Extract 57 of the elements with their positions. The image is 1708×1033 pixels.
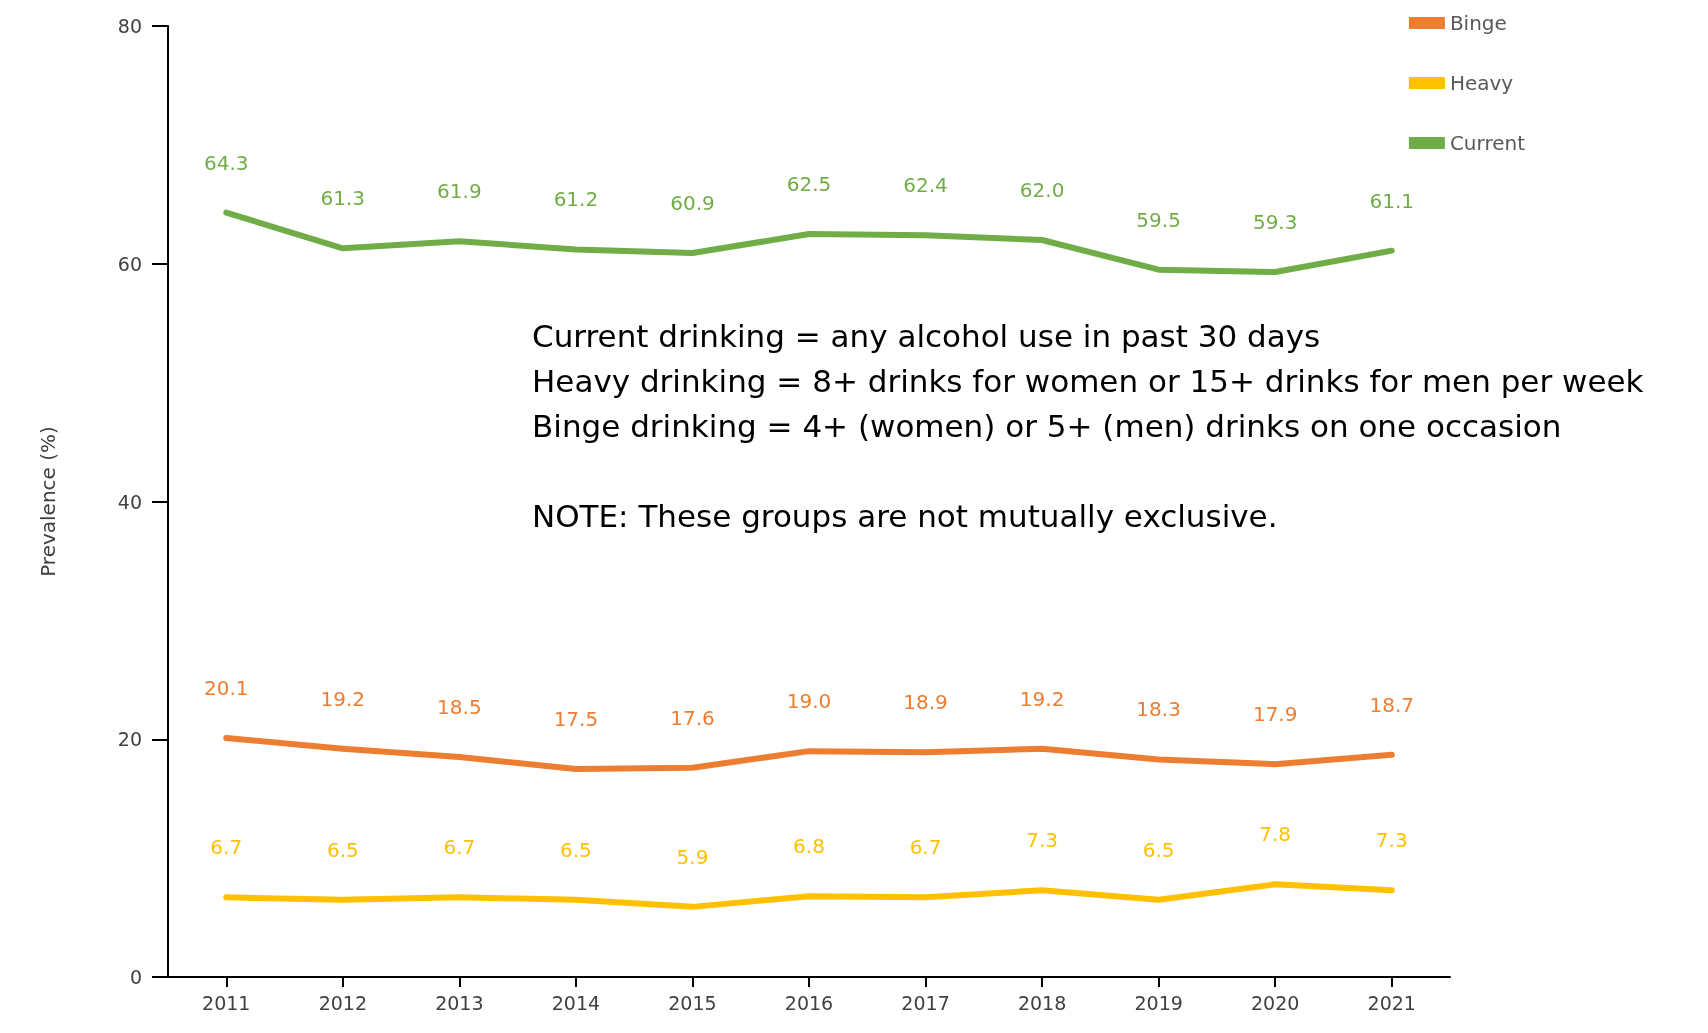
data-label: 64.3 [204,150,249,175]
data-label: 18.7 [1369,692,1414,717]
data-label: 59.5 [1136,207,1181,232]
data-label: 60.9 [670,191,715,216]
data-label: 5.9 [676,844,709,869]
y-tick-label: 80 [117,15,142,37]
data-label: 19.2 [1019,686,1065,711]
data-label: 19.2 [320,686,366,711]
data-label: 62.4 [903,173,948,198]
legend-label: Binge [1449,11,1507,35]
data-label: 59.3 [1252,210,1298,235]
y-tick-label: 60 [117,252,142,275]
legend-label: Current [1449,131,1526,155]
data-label: 6.7 [443,835,476,860]
annotation: Heavy drinking = 8+ drinks for women or 15+ drinks for men per week [532,362,1644,399]
x-tick-label: 2012 [318,991,367,1014]
x-tick-label: 2015 [668,991,717,1014]
data-label: 7.3 [1026,828,1058,853]
x-tick-label: 2017 [901,991,950,1014]
data-label: 61.9 [437,179,482,204]
data-label: 6.5 [326,837,359,862]
y-tick-label: 0 [129,966,142,988]
x-tick-label: 2016 [784,991,834,1014]
annotation: Binge drinking = 4+ (women) or 5+ (men) drinks on one occasion [532,407,1562,444]
x-tick-label: 2013 [435,991,484,1014]
data-label: 6.5 [560,837,592,862]
data-label: 7.3 [1375,828,1408,853]
data-label: 18.3 [1136,697,1181,722]
data-label: 62.0 [1019,177,1065,202]
data-label: 17.9 [1252,702,1298,727]
x-tick-label: 2011 [202,991,251,1014]
data-label: 6.7 [210,835,243,860]
x-tick-label: 2020 [1251,991,1300,1014]
x-tick-label: 2018 [1017,991,1067,1014]
data-label: 61.3 [320,186,366,211]
data-label: 17.5 [553,706,599,731]
annotation: NOTE: These groups are not mutually exclusive. [532,497,1278,534]
data-label: 18.5 [437,695,482,720]
y-tick-label: 20 [117,728,142,751]
annotation: Current drinking = any alcohol use in past 30 days [532,317,1321,354]
data-label: 61.1 [1369,188,1414,213]
legend-label: Heavy [1449,71,1514,95]
data-label: 7.8 [1259,822,1292,847]
x-tick-label: 2014 [551,991,601,1014]
data-label: 6.7 [909,835,942,860]
y-axis-title: Prevalence (%) [36,426,60,577]
data-label: 6.5 [1142,837,1175,862]
data-label: 18.9 [903,690,948,715]
data-label: 19.0 [786,689,832,714]
data-label: 6.8 [793,834,825,859]
data-label: 17.6 [670,705,715,730]
x-tick-label: 2019 [1134,991,1183,1014]
y-tick-label: 40 [117,490,142,513]
data-label: 20.1 [204,676,249,701]
data-label: 62.5 [786,172,832,197]
data-label: 61.2 [553,187,599,212]
x-tick-label: 2021 [1367,991,1416,1014]
